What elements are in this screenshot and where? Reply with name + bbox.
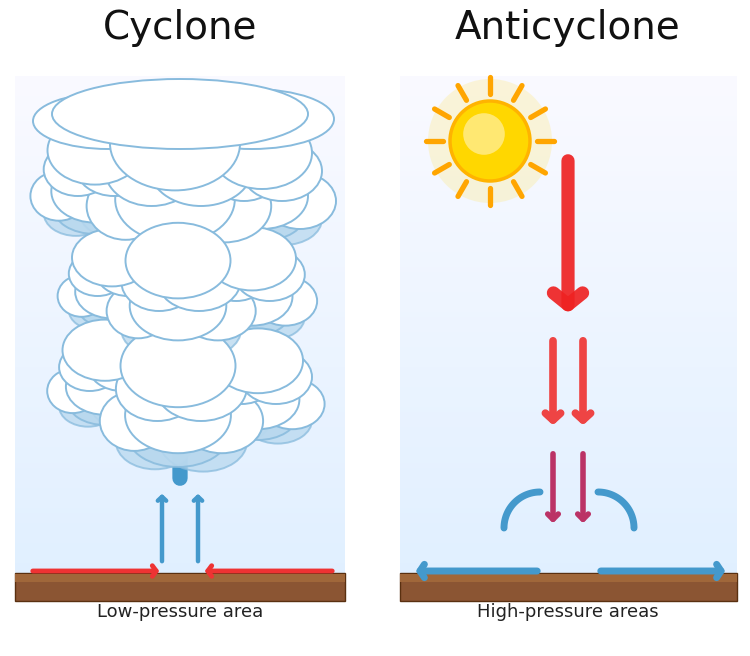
Ellipse shape [157, 248, 241, 311]
Ellipse shape [97, 169, 165, 222]
Ellipse shape [254, 276, 317, 325]
Ellipse shape [235, 248, 304, 301]
Ellipse shape [170, 89, 334, 149]
Ellipse shape [192, 278, 245, 324]
Ellipse shape [178, 170, 272, 243]
Ellipse shape [116, 357, 199, 421]
Ellipse shape [86, 172, 164, 240]
Ellipse shape [205, 252, 268, 301]
Ellipse shape [208, 227, 296, 291]
Ellipse shape [211, 268, 292, 325]
Ellipse shape [75, 266, 148, 318]
Ellipse shape [118, 185, 232, 258]
Ellipse shape [242, 141, 322, 201]
Ellipse shape [205, 296, 264, 338]
Ellipse shape [96, 248, 160, 296]
Ellipse shape [113, 274, 171, 318]
Ellipse shape [122, 252, 197, 311]
Text: Anticyclone: Anticyclone [455, 9, 681, 47]
Ellipse shape [218, 185, 306, 241]
Ellipse shape [110, 97, 240, 190]
Ellipse shape [59, 386, 117, 426]
Ellipse shape [105, 133, 199, 206]
Ellipse shape [106, 283, 170, 338]
Ellipse shape [216, 163, 308, 229]
Ellipse shape [100, 391, 169, 451]
Ellipse shape [160, 412, 247, 472]
Ellipse shape [209, 399, 271, 441]
Text: High-pressure areas: High-pressure areas [477, 603, 658, 621]
Ellipse shape [196, 380, 250, 428]
Ellipse shape [180, 389, 263, 453]
Bar [15, 573, 345, 601]
Ellipse shape [72, 229, 152, 287]
Ellipse shape [44, 190, 108, 236]
Ellipse shape [31, 171, 88, 220]
Ellipse shape [53, 181, 136, 234]
Ellipse shape [106, 367, 168, 415]
Ellipse shape [66, 359, 144, 415]
Ellipse shape [217, 370, 299, 429]
Ellipse shape [208, 145, 280, 201]
Ellipse shape [154, 195, 253, 263]
Circle shape [464, 113, 505, 155]
Ellipse shape [76, 283, 147, 328]
Ellipse shape [213, 329, 303, 393]
Ellipse shape [51, 160, 139, 222]
Ellipse shape [69, 251, 127, 296]
Ellipse shape [116, 157, 235, 243]
Ellipse shape [208, 195, 276, 243]
Ellipse shape [218, 390, 298, 440]
Circle shape [428, 79, 552, 203]
Ellipse shape [149, 128, 253, 206]
Ellipse shape [69, 291, 123, 329]
Ellipse shape [260, 379, 325, 429]
Ellipse shape [246, 193, 322, 245]
Ellipse shape [161, 302, 241, 358]
Ellipse shape [68, 377, 142, 425]
Bar [400, 574, 737, 582]
Ellipse shape [130, 271, 226, 340]
Bar [400, 573, 737, 601]
Ellipse shape [52, 79, 308, 149]
Ellipse shape [58, 276, 106, 317]
Circle shape [450, 101, 530, 181]
Ellipse shape [122, 304, 193, 355]
Ellipse shape [47, 116, 142, 184]
Ellipse shape [180, 281, 256, 340]
Ellipse shape [99, 289, 160, 331]
Bar [15, 574, 345, 582]
Ellipse shape [264, 173, 336, 229]
Ellipse shape [33, 93, 183, 149]
Ellipse shape [212, 117, 312, 189]
Ellipse shape [80, 188, 152, 238]
Ellipse shape [59, 343, 120, 391]
Ellipse shape [105, 198, 194, 260]
Ellipse shape [92, 384, 156, 428]
Ellipse shape [47, 369, 98, 413]
Ellipse shape [238, 294, 304, 340]
Ellipse shape [194, 175, 254, 227]
Ellipse shape [240, 350, 312, 404]
Ellipse shape [244, 397, 312, 443]
Text: Cyclone: Cyclone [103, 9, 257, 47]
Ellipse shape [128, 403, 229, 467]
Ellipse shape [132, 294, 224, 353]
Ellipse shape [213, 287, 291, 336]
Ellipse shape [62, 319, 148, 380]
Text: Low-pressure area: Low-pressure area [97, 603, 263, 621]
Ellipse shape [209, 354, 274, 404]
Ellipse shape [116, 414, 194, 469]
Ellipse shape [76, 139, 152, 196]
Ellipse shape [155, 352, 247, 421]
Ellipse shape [121, 325, 236, 407]
Ellipse shape [125, 377, 231, 453]
Ellipse shape [44, 143, 112, 196]
Ellipse shape [125, 223, 230, 298]
Ellipse shape [88, 340, 156, 391]
